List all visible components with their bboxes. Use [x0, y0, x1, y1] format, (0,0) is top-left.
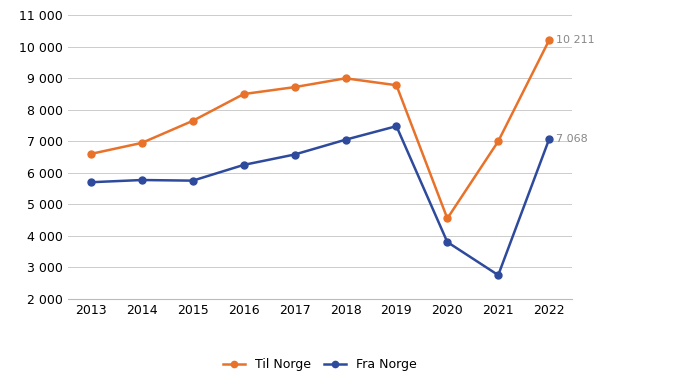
Til Norge [138, 141, 146, 145]
Fra Norge [291, 152, 299, 157]
Til Norge [341, 76, 349, 80]
Fra Norge [138, 178, 146, 182]
Fra Norge [392, 124, 400, 128]
Line: Til Norge: Til Norge [88, 37, 552, 222]
Fra Norge [189, 178, 197, 183]
Fra Norge [443, 240, 452, 244]
Til Norge [392, 83, 400, 88]
Line: Fra Norge: Fra Norge [88, 123, 552, 278]
Til Norge [494, 139, 503, 144]
Text: 7 068: 7 068 [556, 134, 588, 144]
Til Norge [87, 152, 95, 156]
Til Norge [291, 85, 299, 89]
Til Norge [189, 118, 197, 123]
Fra Norge [494, 273, 503, 277]
Til Norge [240, 92, 248, 97]
Fra Norge [545, 137, 553, 141]
Text: 10 211: 10 211 [556, 35, 595, 45]
Fra Norge [341, 137, 349, 142]
Fra Norge [87, 180, 95, 185]
Fra Norge [240, 163, 248, 167]
Til Norge [443, 216, 452, 221]
Legend: Til Norge, Fra Norge: Til Norge, Fra Norge [218, 353, 422, 376]
Til Norge [545, 38, 553, 43]
